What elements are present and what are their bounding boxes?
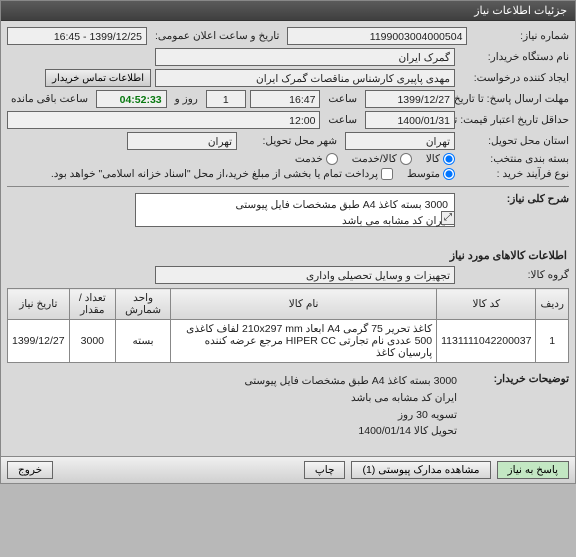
delivery-state-label: استان محل تحویل:	[459, 135, 569, 147]
proc-medium-radio[interactable]	[443, 168, 455, 180]
col-unit: واحد شمارش	[116, 289, 171, 320]
items-table: ردیف کد کالا نام کالا واحد شمارش تعداد /…	[7, 288, 569, 363]
pay-note-check[interactable]	[381, 168, 393, 180]
valid-label: حداقل تاریخ اعتبار قیمت: تا تاریخ:	[459, 114, 569, 126]
buyer-org-field: گمرک ایران	[155, 48, 455, 66]
cell-qty: 3000	[69, 320, 116, 363]
panel-title: جزئیات اطلاعات نیاز	[1, 1, 575, 21]
pkg-goods-option[interactable]: کالا	[426, 153, 455, 165]
deadline-date-field: 1399/12/27	[365, 90, 455, 108]
notes-line-4: تحویل کالا 1400/01/14	[9, 423, 457, 440]
col-idx: ردیف	[536, 289, 569, 320]
col-code: کد کالا	[437, 289, 536, 320]
group-field: تجهیزات و وسایل تحصیلی واداری	[155, 266, 455, 284]
process-options: متوسط پرداخت تمام یا بخشی از مبلغ خرید،ا…	[51, 168, 455, 180]
valid-date-field: 1400/01/31	[365, 111, 455, 129]
divider-1	[7, 186, 569, 187]
contact-info-button[interactable]: اطلاعات تماس خریدار	[45, 69, 151, 87]
pkg-service-radio[interactable]	[326, 153, 338, 165]
time-label-1: ساعت	[324, 93, 361, 105]
package-label: بسته بندی منتخب:	[459, 153, 569, 165]
pay-note-option[interactable]: پرداخت تمام یا بخشی از مبلغ خرید،از محل …	[51, 168, 393, 180]
valid-time-field: 12:00	[7, 111, 320, 129]
pkg-goods-service-radio[interactable]	[400, 153, 412, 165]
attachments-button[interactable]: مشاهده مدارک پیوستی (1)	[351, 461, 490, 479]
group-label: گروه کالا:	[459, 269, 569, 281]
notes-line-1: 3000 بسته کاغذ A4 طبق مشخصات فایل پیوستی	[9, 373, 457, 390]
pkg-goods-service-option[interactable]: کالا/خدمت	[352, 153, 412, 165]
need-no-field: 1199003004000504	[287, 27, 467, 45]
proc-medium-option[interactable]: متوسط	[407, 168, 455, 180]
pkg-service-option[interactable]: خدمت	[295, 153, 338, 165]
announce-field: 1399/12/25 - 16:45	[7, 27, 147, 45]
process-label: نوع فرآیند خرید :	[459, 168, 569, 180]
deadline-label: مهلت ارسال پاسخ: تا تاریخ:	[459, 93, 569, 105]
delivery-city-field: تهران	[127, 132, 237, 150]
remain-time-field: 04:52:33	[96, 90, 167, 108]
cell-date: 1399/12/27	[8, 320, 70, 363]
notes-line-2: ایران کد مشابه می باشد	[9, 390, 457, 407]
desc-box: 3000 بسته کاغذ A4 طبق مشخصات فایل پیوستی…	[135, 193, 455, 227]
cell-code: 1131111042200037	[437, 320, 536, 363]
desc-line-2: ایران کد مشابه می باشد	[142, 214, 448, 230]
reply-button[interactable]: پاسخ به نیاز	[497, 461, 569, 479]
pkg-goods-radio[interactable]	[443, 153, 455, 165]
creator-field: مهدی پاپیری کارشناس مناقصات گمرک ایران	[155, 69, 455, 87]
exit-button[interactable]: خروج	[7, 461, 53, 479]
cell-name: کاغذ تحریر 75 گرمی A4 ابعاد 210x297 mm ل…	[171, 320, 437, 363]
expand-desc-icon[interactable]: ⤢	[441, 211, 455, 225]
announce-label: تاریخ و ساعت اعلان عمومی:	[151, 30, 283, 42]
buyer-notes: توضیحات خریدار: 3000 بسته کاغذ A4 طبق مش…	[7, 371, 569, 442]
creator-label: ایجاد کننده درخواست:	[459, 72, 569, 84]
desc-line-1: 3000 بسته کاغذ A4 طبق مشخصات فایل پیوستی	[142, 198, 448, 214]
package-options: کالا کالا/خدمت خدمت	[295, 153, 455, 165]
footer-bar: پاسخ به نیاز مشاهده مدارک پیوستی (1) چاپ…	[1, 456, 575, 483]
desc-label: شرح کلی نیاز:	[459, 193, 569, 205]
remain-days-field: 1	[206, 90, 246, 108]
print-button[interactable]: چاپ	[304, 461, 346, 479]
notes-line-3: تسویه 30 روز	[9, 407, 457, 424]
table-row[interactable]: 1 1131111042200037 کاغذ تحریر 75 گرمی A4…	[8, 320, 569, 363]
remain-days-label: روز و	[171, 93, 202, 105]
need-no-label: شماره نیاز:	[471, 30, 569, 42]
form-body: شماره نیاز: 1199003004000504 تاریخ و ساع…	[1, 21, 575, 446]
items-section-title: اطلاعات کالاهای مورد نیاز	[9, 249, 567, 262]
need-details-panel: جزئیات اطلاعات نیاز شماره نیاز: 11990030…	[0, 0, 576, 484]
col-name: نام کالا	[171, 289, 437, 320]
deadline-time-field: 16:47	[250, 90, 321, 108]
remain-suffix: ساعت باقی مانده	[7, 93, 92, 105]
delivery-city-label: شهر محل تحویل:	[241, 135, 341, 147]
buyer-org-label: نام دستگاه خریدار:	[459, 51, 569, 63]
delivery-state-field: تهران	[345, 132, 455, 150]
table-head-row: ردیف کد کالا نام کالا واحد شمارش تعداد /…	[8, 289, 569, 320]
notes-box: 3000 بسته کاغذ A4 طبق مشخصات فایل پیوستی…	[7, 371, 459, 442]
notes-label: توضیحات خریدار:	[459, 371, 569, 385]
col-qty: تعداد / مقدار	[69, 289, 116, 320]
cell-idx: 1	[536, 320, 569, 363]
cell-unit: بسته	[116, 320, 171, 363]
time-label-2: ساعت	[324, 114, 361, 126]
col-date: تاریخ نیاز	[8, 289, 70, 320]
